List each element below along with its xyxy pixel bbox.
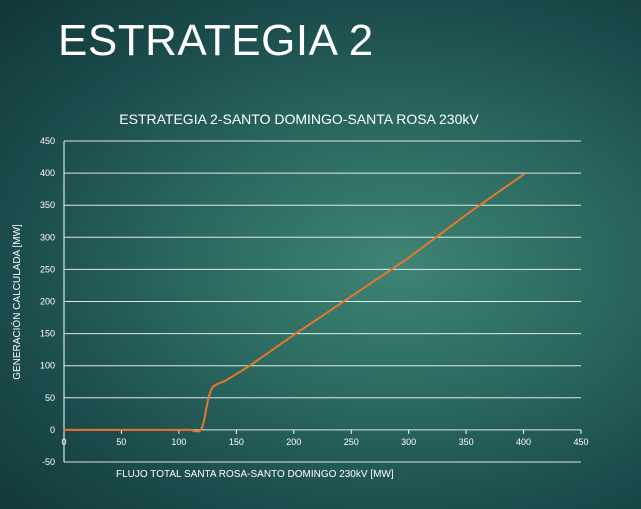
x-tick-label: 200 bbox=[286, 437, 301, 447]
x-tick-labels: 0 50 100 150 200 250 300 350 400 450 bbox=[61, 437, 588, 447]
x-axis-label: FLUJO TOTAL SANTA ROSA-SANTO DOMINGO 230… bbox=[116, 469, 394, 480]
series-line bbox=[63, 173, 525, 433]
x-tick-label: 350 bbox=[459, 437, 474, 447]
y-tick-labels: -50 0 50 100 150 200 250 300 350 400 450 bbox=[40, 136, 55, 467]
y-axis-label: GENERACIÓN CALCULADA [MW] bbox=[10, 224, 23, 380]
x-tick-label: 450 bbox=[573, 437, 588, 447]
y-tick-label: 150 bbox=[40, 329, 55, 339]
x-tick-label: 300 bbox=[401, 437, 416, 447]
y-tick-label: 400 bbox=[40, 168, 55, 178]
y-tick-label: -50 bbox=[42, 457, 55, 467]
chart-title: ESTRATEGIA 2-SANTO DOMINGO-SANTA ROSA 23… bbox=[119, 111, 479, 127]
gridlines bbox=[63, 140, 582, 463]
y-tick-label: 100 bbox=[40, 361, 55, 371]
x-tick-label: 0 bbox=[61, 437, 66, 447]
x-tick-label: 100 bbox=[171, 437, 186, 447]
x-tick-label: 50 bbox=[116, 437, 126, 447]
series-layer bbox=[63, 173, 525, 433]
y-tick-label: 50 bbox=[45, 393, 55, 403]
x-tick-label: 250 bbox=[344, 437, 359, 447]
y-tick-label: 350 bbox=[40, 200, 55, 210]
x-tick-label: 400 bbox=[516, 437, 531, 447]
y-tick-label: 200 bbox=[40, 297, 55, 307]
slide-title: ESTRATEGIA 2 bbox=[58, 16, 374, 65]
x-tick-label: 150 bbox=[229, 437, 244, 447]
y-tick-label: 0 bbox=[50, 425, 55, 435]
y-tick-label: 450 bbox=[40, 136, 55, 146]
y-tick-label: 250 bbox=[40, 264, 55, 274]
y-tick-label: 300 bbox=[40, 232, 55, 242]
